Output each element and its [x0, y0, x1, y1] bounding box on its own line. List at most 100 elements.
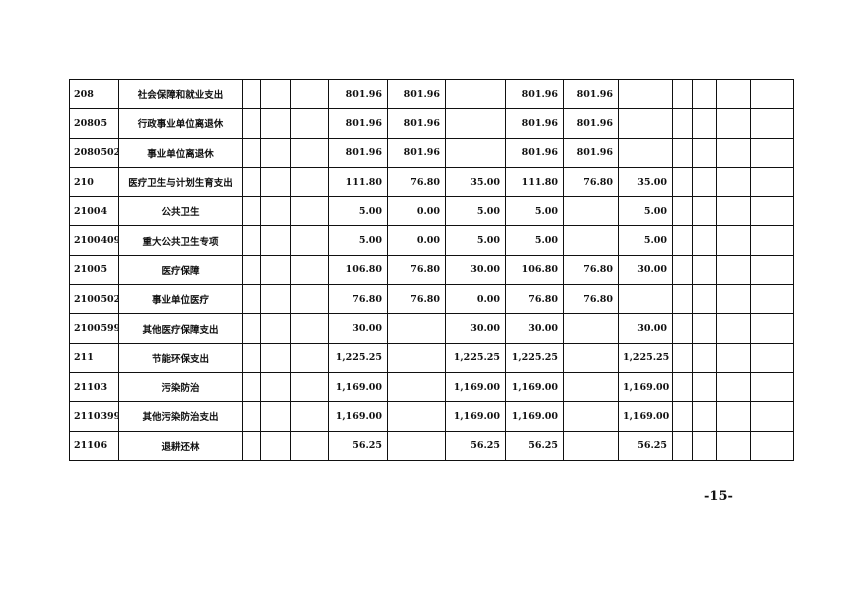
row-name: 公共卫生 — [118, 196, 243, 227]
row-value: 106.80 — [505, 254, 564, 286]
row-value: 76.80 — [387, 254, 446, 286]
row-value — [672, 137, 693, 168]
row-value — [672, 401, 693, 432]
row-value — [672, 313, 693, 344]
budget-table: 208 社会保障和就业支出 801.96 801.96 801.96 801.96 2080… — [69, 78, 794, 461]
row-name: 事业单位离退休 — [118, 137, 243, 168]
row-value: 111.80 — [505, 166, 564, 198]
row-value: 801.96 — [505, 108, 564, 139]
row-value — [290, 78, 329, 110]
row-value — [290, 371, 329, 403]
row-value — [692, 225, 717, 256]
row-value: 30.00 — [328, 313, 388, 344]
row-value — [672, 430, 693, 461]
row-value — [750, 254, 794, 286]
row-name: 事业单位医疗 — [118, 284, 243, 315]
row-value — [445, 108, 506, 139]
row-value — [692, 313, 717, 344]
row-value — [445, 137, 506, 168]
row-value — [290, 166, 329, 198]
row-value — [692, 401, 717, 432]
row-value — [563, 196, 619, 227]
row-name: 退耕还林 — [118, 430, 243, 461]
row-value: 801.96 — [505, 78, 564, 110]
row-value — [260, 342, 291, 373]
row-value — [692, 78, 717, 110]
row-value: 30.00 — [618, 313, 673, 344]
row-value: 1,169.00 — [445, 401, 506, 432]
row-value — [692, 137, 717, 168]
row-value — [750, 401, 794, 432]
table-row: 2100599 其他医疗保障支出 30.00 30.00 30.00 30.00 — [69, 313, 794, 344]
row-code: 208 — [69, 78, 119, 110]
row-value: 5.00 — [445, 196, 506, 227]
row-value — [750, 196, 794, 227]
row-value: 801.96 — [328, 108, 388, 139]
row-value — [750, 78, 794, 110]
row-name: 医疗保障 — [118, 254, 243, 286]
row-value — [242, 137, 261, 168]
row-value — [672, 342, 693, 373]
row-value: 76.80 — [563, 284, 619, 315]
row-value — [716, 401, 751, 432]
row-value: 76.80 — [563, 166, 619, 198]
row-value: 1,225.25 — [328, 342, 388, 373]
row-value — [260, 254, 291, 286]
row-value: 30.00 — [505, 313, 564, 344]
row-value: 30.00 — [618, 254, 673, 286]
row-name: 社会保障和就业支出 — [118, 78, 243, 110]
row-value — [260, 225, 291, 256]
row-name: 重大公共卫生专项 — [118, 225, 243, 256]
row-value — [563, 313, 619, 344]
row-value: 0.00 — [387, 196, 446, 227]
row-value — [716, 225, 751, 256]
row-value — [750, 137, 794, 168]
row-value: 1,169.00 — [445, 371, 506, 403]
row-value — [716, 342, 751, 373]
row-name: 医疗卫生与计划生育支出 — [118, 166, 243, 198]
row-value: 1,169.00 — [328, 401, 388, 432]
row-value: 5.00 — [618, 225, 673, 256]
row-value: 5.00 — [505, 196, 564, 227]
row-value — [242, 196, 261, 227]
row-code: 21005 — [69, 254, 119, 286]
row-value — [260, 166, 291, 198]
row-value: 5.00 — [618, 196, 673, 227]
row-value: 801.96 — [328, 78, 388, 110]
table-row: 2110399 其他污染防治支出 1,169.00 1,169.00 1,169.00 1… — [69, 401, 794, 432]
row-value: 1,169.00 — [505, 401, 564, 432]
row-value — [290, 313, 329, 344]
row-value — [716, 313, 751, 344]
row-value — [260, 430, 291, 461]
row-value — [260, 371, 291, 403]
row-value — [290, 196, 329, 227]
row-value: 0.00 — [445, 284, 506, 315]
row-code: 2110399 — [69, 401, 119, 432]
table-row: 211 节能环保支出 1,225.25 1,225.25 1,225.25 1,225.2… — [69, 342, 794, 373]
table-row: 21106 退耕还林 56.25 56.25 56.25 56.25 — [69, 430, 794, 461]
row-value — [242, 284, 261, 315]
row-value — [672, 225, 693, 256]
row-value — [387, 430, 446, 461]
row-value: 801.96 — [505, 137, 564, 168]
row-value — [692, 254, 717, 286]
row-value — [672, 166, 693, 198]
row-value — [563, 371, 619, 403]
row-value: 801.96 — [387, 137, 446, 168]
row-value — [242, 108, 261, 139]
row-value: 76.80 — [387, 284, 446, 315]
row-value — [290, 430, 329, 461]
table-row: 2100409 重大公共卫生专项 5.00 0.00 5.00 5.00 5.00 — [69, 225, 794, 256]
row-code: 2080502 — [69, 137, 119, 168]
row-value — [750, 371, 794, 403]
row-value: 1,169.00 — [328, 371, 388, 403]
row-value — [672, 284, 693, 315]
row-value — [716, 284, 751, 315]
row-name: 节能环保支出 — [118, 342, 243, 373]
row-value — [672, 108, 693, 139]
row-value — [387, 342, 446, 373]
row-value: 801.96 — [328, 137, 388, 168]
row-value — [672, 371, 693, 403]
row-value — [618, 284, 673, 315]
row-value — [750, 225, 794, 256]
